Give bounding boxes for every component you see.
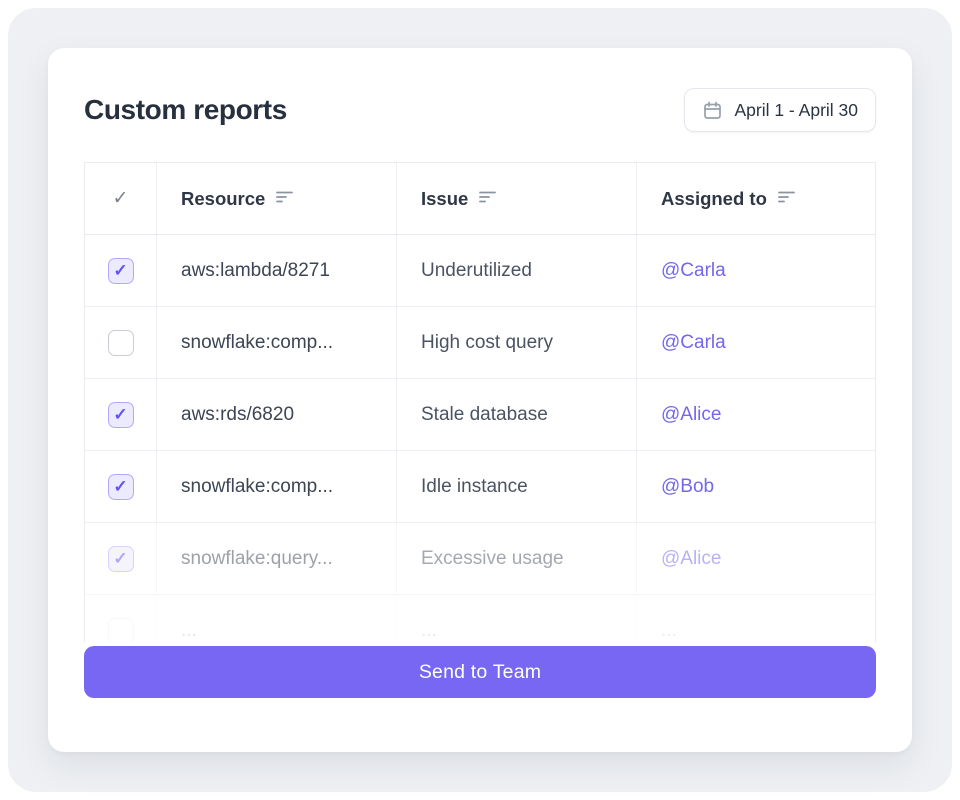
sort-icon[interactable] — [777, 187, 796, 209]
resource-cell: snowflake:comp... — [156, 451, 396, 522]
table-header-row: ✓ Resource Issue — [85, 163, 875, 235]
resource-cell-text: snowflake:comp... — [181, 331, 334, 353]
row-checkbox-checked[interactable]: ✓ — [107, 257, 134, 284]
assigned-to-cell: @Carla — [636, 307, 875, 378]
checkbox-cell: ✓ — [85, 235, 156, 306]
issue-cell: Stale database — [396, 379, 636, 450]
assigned-to-cell: ... — [636, 595, 875, 642]
checkbox-cell: ✓ — [85, 523, 156, 594]
column-header-assigned-to[interactable]: Assigned to — [636, 163, 875, 234]
calendar-icon — [702, 100, 723, 121]
checkbox-cell: ✓ — [85, 379, 156, 450]
table-row: ✓ aws:lambda/8271 Underutilized @Carla — [85, 235, 875, 307]
row-checkbox-unchecked[interactable] — [107, 329, 134, 356]
row-checkbox-checked[interactable]: ✓ — [107, 545, 134, 572]
resource-cell-text: aws:lambda/8271 — [181, 259, 330, 281]
assigned-to-cell: @Alice — [636, 523, 875, 594]
issue-cell: High cost query — [396, 307, 636, 378]
row-checkbox-checked[interactable]: ✓ — [107, 473, 134, 500]
issue-cell-text: ... — [421, 619, 437, 641]
resource-cell: aws:lambda/8271 — [156, 235, 396, 306]
table-row: ✓ aws:rds/6820 Stale database @Alice — [85, 379, 875, 451]
column-label: Issue — [421, 187, 469, 209]
issue-cell-text: High cost query — [421, 331, 554, 353]
date-range-label: April 1 - April 30 — [734, 99, 858, 120]
assigned-to-cell-text: @Bob — [661, 475, 715, 497]
assigned-to-cell-text: @Alice — [661, 403, 722, 425]
checkbox-cell: ✓ — [85, 451, 156, 522]
issue-cell-text: Stale database — [421, 403, 548, 425]
select-all-check-icon: ✓ — [112, 188, 129, 209]
resource-cell: ... — [156, 595, 396, 642]
column-header-resource[interactable]: Resource — [156, 163, 396, 234]
assigned-to-cell: @Alice — [636, 379, 875, 450]
column-label: Assigned to — [661, 187, 767, 209]
row-checkbox-checked[interactable]: ✓ — [107, 401, 134, 428]
select-all-cell[interactable]: ✓ — [85, 163, 156, 234]
send-to-team-button[interactable]: Send to Team — [84, 646, 876, 698]
page-title: Custom reports — [84, 94, 287, 125]
table-row: snowflake:comp... High cost query @Carla — [85, 307, 875, 379]
checkbox-cell — [85, 307, 156, 378]
resource-cell-text: ... — [181, 619, 197, 641]
assigned-to-cell-text: @Alice — [661, 547, 722, 569]
resource-cell: aws:rds/6820 — [156, 379, 396, 450]
resource-cell-text: aws:rds/6820 — [181, 403, 295, 425]
card-header: Custom reports April 1 - April 30 — [84, 88, 876, 132]
row-checkbox-unchecked[interactable] — [107, 617, 134, 642]
sort-icon[interactable] — [478, 187, 497, 209]
sort-icon[interactable] — [275, 187, 294, 209]
resource-cell-text: snowflake:comp... — [181, 475, 334, 497]
assigned-to-cell-text: @Carla — [661, 259, 726, 281]
assigned-to-cell: @Bob — [636, 451, 875, 522]
issue-cell-text: Idle instance — [421, 475, 528, 497]
issue-cell: Underutilized — [396, 235, 636, 306]
issue-cell-text: Excessive usage — [421, 547, 564, 569]
reports-table: ✓ Resource Issue — [84, 162, 876, 642]
table-body: ✓ aws:lambda/8271 Underutilized @Carla snowf… — [85, 235, 875, 642]
assigned-to-cell-text: @Carla — [661, 331, 726, 353]
issue-cell: ... — [396, 595, 636, 642]
column-label: Resource — [181, 187, 266, 209]
custom-reports-card: Custom reports April 1 - April 30 ✓ — [48, 48, 912, 752]
assigned-to-cell: @Carla — [636, 235, 875, 306]
issue-cell: Excessive usage — [396, 523, 636, 594]
table-row: ✓ snowflake:comp... Idle instance @Bob — [85, 451, 875, 523]
checkbox-cell — [85, 595, 156, 642]
assigned-to-cell-text: ... — [661, 619, 677, 641]
date-range-button[interactable]: April 1 - April 30 — [684, 88, 876, 132]
resource-cell: snowflake:query... — [156, 523, 396, 594]
issue-cell-text: Underutilized — [421, 259, 532, 281]
issue-cell: Idle instance — [396, 451, 636, 522]
table-row: ......... — [85, 595, 875, 642]
column-header-issue[interactable]: Issue — [396, 163, 636, 234]
resource-cell: snowflake:comp... — [156, 307, 396, 378]
resource-cell-text: snowflake:query... — [181, 547, 333, 569]
table-row: ✓ snowflake:query... Excessive usage @Alice — [85, 523, 875, 595]
